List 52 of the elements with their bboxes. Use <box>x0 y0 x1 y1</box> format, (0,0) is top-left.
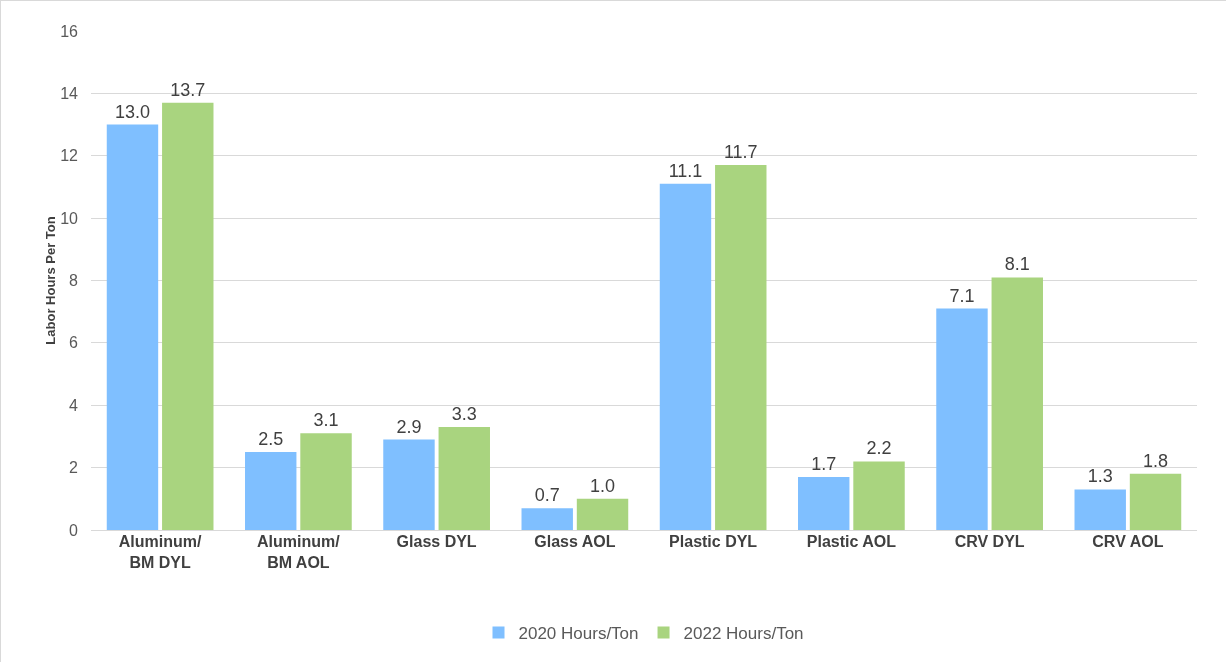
data-label: 11.7 <box>723 142 758 163</box>
data-label: 2.2 <box>866 438 892 459</box>
data-label: 1.3 <box>1087 466 1113 487</box>
bar <box>936 308 988 530</box>
y-tick-label: 6 <box>69 334 79 352</box>
x-tick-label: Plastic DYL <box>669 533 758 550</box>
bar <box>162 102 214 530</box>
bar <box>576 498 629 530</box>
data-label: 13.0 <box>114 101 150 122</box>
y-tick-label: 2 <box>69 459 79 477</box>
data-label: 13.7 <box>170 79 206 100</box>
y-tick-label: 8 <box>69 272 79 290</box>
bar <box>521 508 573 530</box>
data-label: 0.7 <box>534 485 560 506</box>
bar <box>853 461 905 530</box>
bar <box>383 439 435 530</box>
data-label: 2.5 <box>258 429 284 450</box>
data-label: 1.7 <box>811 453 837 474</box>
x-tick-label: Aluminum/ BM AOL <box>257 533 341 571</box>
bar <box>1074 489 1126 530</box>
data-label: 1.8 <box>1143 450 1169 471</box>
data-label: 7.1 <box>949 285 975 306</box>
x-tick-label: Glass AOL <box>534 533 616 550</box>
data-label: 1.0 <box>590 475 616 496</box>
bar <box>438 427 490 530</box>
bar <box>300 433 352 530</box>
y-axis-title: Labor Hours Per Ton <box>43 216 58 345</box>
x-tick-label: CRV DYL <box>954 533 1025 550</box>
bar <box>1129 473 1182 530</box>
x-tick-label: Glass DYL <box>396 533 477 550</box>
bar <box>798 476 850 530</box>
data-label: 3.1 <box>313 410 339 431</box>
y-tick-label: 14 <box>60 84 79 102</box>
x-tick-label: Aluminum/ BM DYL <box>118 533 203 571</box>
legend-label: 2022 Hours/Ton <box>683 624 804 644</box>
bar <box>245 452 297 530</box>
y-tick-label: 10 <box>60 209 79 227</box>
x-tick-label: Plastic AOL <box>806 533 897 550</box>
data-label: 2.9 <box>396 416 422 437</box>
y-tick-label: 16 <box>60 22 79 40</box>
legend-label: 2020 Hours/Ton <box>518 624 639 644</box>
bar <box>991 277 1043 530</box>
x-tick-label: CRV AOL <box>1092 533 1164 550</box>
bar <box>106 124 159 530</box>
data-label: 11.1 <box>668 160 703 181</box>
bar <box>715 165 767 530</box>
data-label: 8.1 <box>1004 254 1030 275</box>
bar <box>659 183 712 530</box>
y-tick-label: 4 <box>69 396 79 414</box>
y-tick-label: 0 <box>69 521 79 539</box>
y-tick-label: 12 <box>60 147 79 165</box>
data-label: 3.3 <box>451 404 477 425</box>
